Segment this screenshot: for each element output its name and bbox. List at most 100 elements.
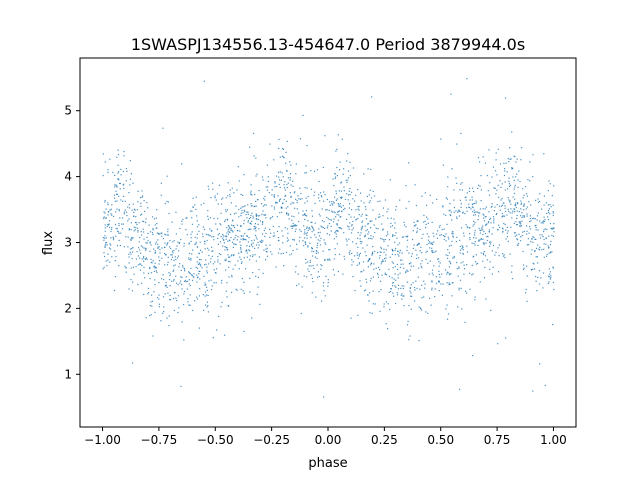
- data-point: [423, 221, 425, 223]
- data-point: [342, 205, 344, 207]
- data-point: [181, 288, 183, 290]
- data-point: [245, 250, 247, 252]
- data-point: [326, 216, 328, 219]
- data-point: [474, 222, 476, 224]
- data-point: [539, 283, 541, 285]
- data-point: [408, 162, 410, 164]
- data-point: [151, 262, 153, 264]
- data-point: [472, 187, 474, 189]
- data-point: [225, 260, 227, 262]
- data-point: [397, 250, 399, 252]
- data-point: [471, 264, 473, 266]
- data-point: [215, 223, 217, 225]
- data-point: [104, 199, 106, 202]
- data-point: [141, 258, 143, 260]
- data-point: [198, 253, 200, 255]
- data-point: [358, 253, 360, 256]
- data-point: [539, 193, 541, 195]
- data-point: [154, 252, 156, 254]
- data-point: [513, 188, 515, 190]
- data-point: [105, 242, 107, 244]
- data-point: [261, 223, 263, 225]
- data-point: [335, 233, 337, 235]
- data-point: [262, 210, 264, 212]
- data-point: [358, 262, 361, 264]
- data-point: [547, 282, 549, 285]
- data-point: [266, 189, 268, 191]
- data-point: [257, 223, 259, 225]
- data-point: [222, 245, 224, 247]
- data-point: [424, 220, 426, 222]
- data-point: [237, 236, 239, 238]
- data-point: [192, 249, 194, 251]
- data-point: [531, 238, 533, 240]
- data-point: [211, 255, 213, 257]
- data-point: [191, 253, 193, 255]
- data-point: [228, 225, 230, 227]
- data-point: [143, 200, 145, 202]
- data-point: [143, 266, 145, 268]
- data-point: [446, 198, 448, 200]
- data-point: [154, 243, 157, 245]
- data-point: [367, 168, 369, 170]
- data-point: [158, 306, 160, 308]
- data-point: [276, 175, 278, 177]
- data-point: [173, 280, 175, 282]
- data-point: [487, 190, 489, 192]
- data-point: [444, 269, 447, 271]
- data-point: [537, 262, 539, 264]
- data-point: [301, 286, 303, 288]
- data-point: [123, 211, 125, 213]
- data-point: [179, 263, 181, 265]
- data-point: [461, 308, 463, 310]
- data-point: [311, 246, 313, 249]
- data-point: [343, 209, 345, 211]
- data-point: [523, 267, 525, 269]
- data-point: [406, 269, 408, 271]
- data-point: [383, 306, 385, 308]
- data-point: [350, 317, 352, 319]
- data-point: [147, 207, 149, 209]
- data-point: [319, 231, 321, 233]
- data-point: [138, 247, 140, 249]
- data-point: [249, 259, 251, 261]
- data-point: [167, 234, 169, 236]
- data-point: [218, 184, 220, 186]
- data-point: [243, 174, 245, 176]
- data-point: [114, 184, 116, 186]
- data-point: [517, 242, 520, 245]
- data-point: [238, 216, 240, 218]
- data-point: [256, 173, 258, 175]
- data-point: [131, 257, 133, 260]
- data-point: [421, 309, 423, 311]
- data-point: [420, 307, 422, 309]
- data-point: [468, 203, 470, 205]
- data-point: [293, 192, 295, 194]
- data-point: [336, 148, 338, 150]
- data-point: [530, 220, 532, 222]
- data-point: [270, 217, 272, 219]
- data-point: [474, 299, 476, 301]
- data-point: [149, 241, 151, 243]
- data-point: [376, 272, 379, 274]
- data-point: [532, 262, 534, 264]
- data-point: [357, 257, 359, 259]
- data-point: [285, 162, 287, 164]
- data-point: [304, 213, 306, 215]
- data-point: [158, 303, 161, 305]
- data-point: [181, 321, 183, 323]
- data-point: [508, 199, 510, 201]
- data-point: [490, 243, 492, 245]
- data-point: [368, 300, 370, 302]
- data-point: [543, 220, 546, 223]
- data-point: [158, 232, 160, 235]
- data-point: [490, 241, 492, 243]
- data-point: [462, 211, 464, 213]
- data-point: [545, 243, 547, 245]
- data-point: [228, 233, 230, 235]
- data-point: [306, 232, 308, 234]
- data-point: [486, 235, 488, 238]
- data-point: [406, 239, 409, 241]
- data-point: [204, 291, 207, 293]
- data-point: [399, 249, 401, 252]
